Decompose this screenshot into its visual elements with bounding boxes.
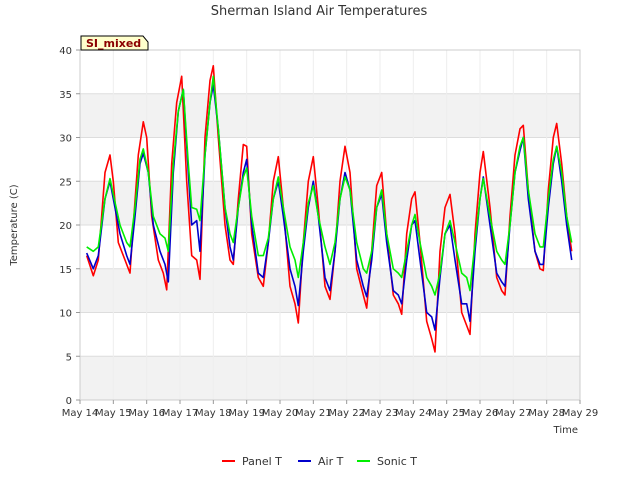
x-tick-label: May 16 — [128, 408, 165, 419]
y-tick-label: 40 — [59, 46, 72, 57]
x-tick-label: May 15 — [95, 408, 132, 419]
y-tick-label: 5 — [66, 352, 72, 363]
x-tick-label: May 20 — [262, 408, 299, 419]
y-tick-label: 25 — [59, 177, 72, 188]
x-tick-label: May 25 — [428, 408, 465, 419]
x-tick-label: May 29 — [562, 408, 599, 419]
y-tick-label: 35 — [59, 90, 72, 101]
annotation-box — [80, 35, 149, 51]
y-tick-label: 30 — [59, 134, 72, 145]
y-axis-label: Temperature (C) — [9, 184, 20, 266]
x-axis-label: Time — [553, 425, 578, 436]
x-tick-label: May 18 — [195, 408, 232, 419]
legend: Panel T Air T Sonic T — [222, 455, 417, 468]
series-line-sonic-t — [86, 75, 573, 296]
x-tick-label: May 14 — [62, 408, 99, 419]
annotation-tag: SI_mixed — [80, 35, 149, 51]
legend-label-panel-t: Panel T — [242, 455, 282, 468]
y-tick-label: 10 — [59, 309, 72, 320]
chart-title: Sherman Island Air Temperatures — [211, 4, 428, 19]
plot-band — [80, 312, 580, 357]
x-tick-label: May 23 — [362, 408, 399, 419]
plot-band — [80, 93, 580, 138]
plot-band — [80, 356, 580, 400]
y-tick-label: 0 — [66, 396, 72, 407]
y-tick-label: 20 — [59, 221, 72, 232]
annotation-text: SI_mixed — [86, 37, 141, 50]
x-tick-label: May 21 — [295, 408, 332, 419]
plot-band — [80, 137, 580, 182]
plot-background — [80, 50, 580, 400]
series-lines — [85, 65, 573, 353]
x-tick-label: May 27 — [495, 408, 532, 419]
y-axis-ticks: 0 5 10 15 20 25 30 35 40 — [59, 46, 80, 407]
legend-label-air-t: Air T — [318, 455, 344, 468]
x-tick-label: May 17 — [162, 408, 199, 419]
x-tick-label: May 24 — [395, 408, 432, 419]
x-tick-label: May 19 — [228, 408, 265, 419]
x-tick-label: May 28 — [528, 408, 565, 419]
x-tick-label: May 26 — [462, 408, 499, 419]
series-line-air-t — [85, 84, 573, 331]
x-tick-label: May 22 — [328, 408, 365, 419]
plot-band — [80, 50, 580, 94]
plot-band — [80, 181, 580, 225]
legend-label-sonic-t: Sonic T — [377, 455, 417, 468]
y-tick-label: 15 — [59, 265, 72, 276]
